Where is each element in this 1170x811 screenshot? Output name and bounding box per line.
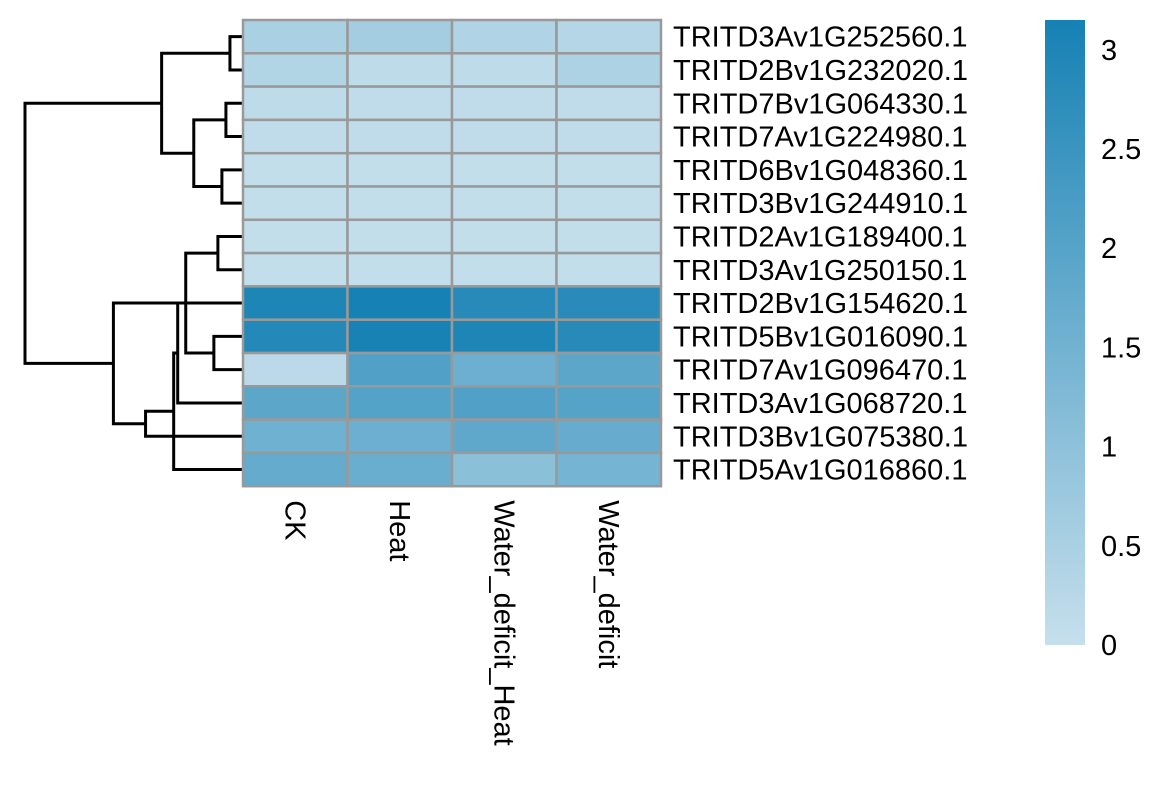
legend-color-bar <box>1045 20 1085 645</box>
heatmap-cell <box>555 85 663 122</box>
heatmap-cell <box>241 52 349 88</box>
legend-tick-label: 1.5 <box>1101 332 1141 364</box>
row-label: TRITD2Bv1G154620.1 <box>673 288 968 320</box>
row-dendrogram <box>23 35 242 472</box>
row-label: TRITD3Av1G068720.1 <box>673 388 967 420</box>
heatmap-cell <box>241 218 349 255</box>
dendrogram-branch <box>23 101 162 365</box>
heatmap-cell <box>346 218 454 255</box>
heatmap-cell <box>450 85 558 122</box>
legend-tick-label: 2 <box>1101 233 1117 265</box>
heatmap-cell <box>241 251 349 288</box>
legend-tick-label: 0.5 <box>1101 531 1141 563</box>
heatmap-cell <box>555 185 663 222</box>
color-legend: 0 0.5 1 1.5 2 2.5 3 <box>1045 20 1141 662</box>
heatmap-cells <box>241 18 663 488</box>
heatmap-cell <box>555 418 663 455</box>
legend-tick-label: 1 <box>1101 432 1117 464</box>
heatmap-cell <box>450 385 558 421</box>
heatmap-cell <box>241 118 349 155</box>
row-label: TRITD7Bv1G064330.1 <box>673 88 968 120</box>
heatmap-cell <box>241 451 349 488</box>
row-label: TRITD2Av1G189400.1 <box>673 221 967 253</box>
heatmap-cell <box>450 318 558 355</box>
heatmap-cell <box>346 52 454 88</box>
heatmap-cell <box>450 151 558 188</box>
dendrogram-branch <box>176 301 242 405</box>
row-label: TRITD2Bv1G232020.1 <box>673 55 968 87</box>
column-label: Water_deficit_Heat <box>487 500 519 746</box>
heatmap-cell <box>346 351 454 388</box>
column-label: CK <box>278 500 310 541</box>
heatmap-cell <box>555 218 663 255</box>
dendrogram-branch <box>228 35 242 72</box>
heatmap-cell <box>241 418 349 455</box>
heatmap-cell <box>346 385 454 421</box>
heatmap-cell <box>241 185 349 222</box>
heatmap-cell <box>450 418 558 455</box>
heatmap-cell <box>555 251 663 288</box>
dendrogram-branch <box>144 409 242 438</box>
column-labels: CK Heat Water_deficit_Heat Water_deficit <box>278 500 624 746</box>
heatmap-cell <box>555 318 663 355</box>
heatmap-cell <box>241 18 349 55</box>
row-label: TRITD3Bv1G075380.1 <box>673 421 968 453</box>
heatmap-cell <box>450 285 558 321</box>
heatmap-cell <box>450 251 558 288</box>
heatmap-cell <box>555 151 663 188</box>
heatmap-cell <box>346 118 454 155</box>
heatmap-cell <box>555 18 663 55</box>
dendrogram-branch <box>224 101 242 139</box>
heatmap-cell <box>346 85 454 122</box>
dendrogram-branch <box>192 118 226 188</box>
heatmap-cell <box>346 185 454 222</box>
heatmap-cell <box>346 418 454 455</box>
heatmap-cell <box>241 385 349 421</box>
heatmap-cell <box>450 451 558 488</box>
dendrogram-branch <box>216 234 242 272</box>
row-label: TRITD3Bv1G244910.1 <box>673 188 968 220</box>
heatmap-cell <box>346 151 454 188</box>
heatmap-cell <box>241 351 349 388</box>
column-label: Heat <box>383 500 415 561</box>
heatmap-cell <box>346 451 454 488</box>
heatmap-cell <box>450 351 558 388</box>
heatmap-cell <box>450 118 558 155</box>
legend-tick-label: 0 <box>1101 630 1117 662</box>
column-label: Water_deficit <box>592 500 624 668</box>
heatmap-cell <box>555 285 663 321</box>
heatmap-cell <box>555 351 663 388</box>
row-label: TRITD7Av1G224980.1 <box>673 122 967 154</box>
heatmap-cell <box>555 118 663 155</box>
legend-tick-label: 2.5 <box>1101 134 1141 166</box>
row-label: TRITD7Av1G096470.1 <box>673 355 967 387</box>
heatmap-cell <box>241 85 349 122</box>
heatmap-cell <box>241 151 349 188</box>
legend-ticks: 0 0.5 1 1.5 2 2.5 3 <box>1101 35 1141 662</box>
dendrogram-branch <box>212 334 242 372</box>
heatmap-cell <box>555 52 663 88</box>
row-label: TRITD5Bv1G016090.1 <box>673 321 968 353</box>
heatmap-cell <box>346 285 454 321</box>
heatmap-cell <box>346 18 454 55</box>
row-label: TRITD6Bv1G048360.1 <box>673 155 968 187</box>
heatmap-cell <box>241 318 349 355</box>
row-label: TRITD3Av1G250150.1 <box>673 255 967 287</box>
heatmap-cell <box>555 451 663 488</box>
heatmap-cell <box>346 251 454 288</box>
heatmap-cell <box>241 285 349 321</box>
dendrogram-branch <box>160 51 230 155</box>
heatmap-cell <box>450 18 558 55</box>
heatmap-cell <box>346 318 454 355</box>
heatmap-cell <box>450 185 558 222</box>
heatmap-cell <box>450 218 558 255</box>
heatmap-cell <box>450 52 558 88</box>
legend-tick-label: 3 <box>1101 35 1117 67</box>
heatmap-cell <box>555 385 663 421</box>
row-labels: TRITD3Av1G252560.1TRITD2Bv1G232020.1TRIT… <box>673 22 968 487</box>
row-label: TRITD3Av1G252560.1 <box>673 22 967 54</box>
row-label: TRITD5Av1G016860.1 <box>673 455 967 487</box>
dendrogram-branch <box>220 168 242 205</box>
